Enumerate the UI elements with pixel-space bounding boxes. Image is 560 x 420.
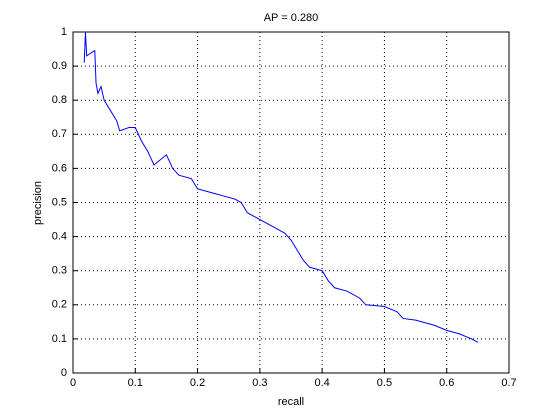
x-tick-label: 0 [70,377,76,389]
x-tick-label: 0.1 [128,377,143,389]
y-tick-label: 0.6 [52,162,67,174]
x-tick-label: 0.4 [314,377,329,389]
x-tick-label: 0.6 [439,377,454,389]
y-tick-label: 0.8 [52,94,67,106]
y-axis-label: precision [32,181,44,225]
x-axis-label: recall [278,396,304,408]
x-tick-label: 0.5 [377,377,392,389]
pr-curve [83,31,479,343]
y-tick-label: 0.4 [52,231,67,243]
y-tick-label: 0.3 [52,265,67,277]
y-tick-label: 0 [61,367,67,379]
y-tick-label: 0.5 [52,196,67,208]
y-tick-label: 0.1 [52,333,67,345]
x-tick-label: 0.3 [252,377,267,389]
y-tick-label: 0.7 [52,128,67,140]
x-tick-label: 0.7 [501,377,516,389]
plot-frame [72,31,510,374]
y-tick-label: 1 [61,26,67,38]
y-tick-label: 0.9 [52,60,67,72]
x-tick-label: 0.2 [190,377,205,389]
y-tick-label: 0.2 [52,299,67,311]
chart-title: AP = 0.280 [264,12,319,24]
